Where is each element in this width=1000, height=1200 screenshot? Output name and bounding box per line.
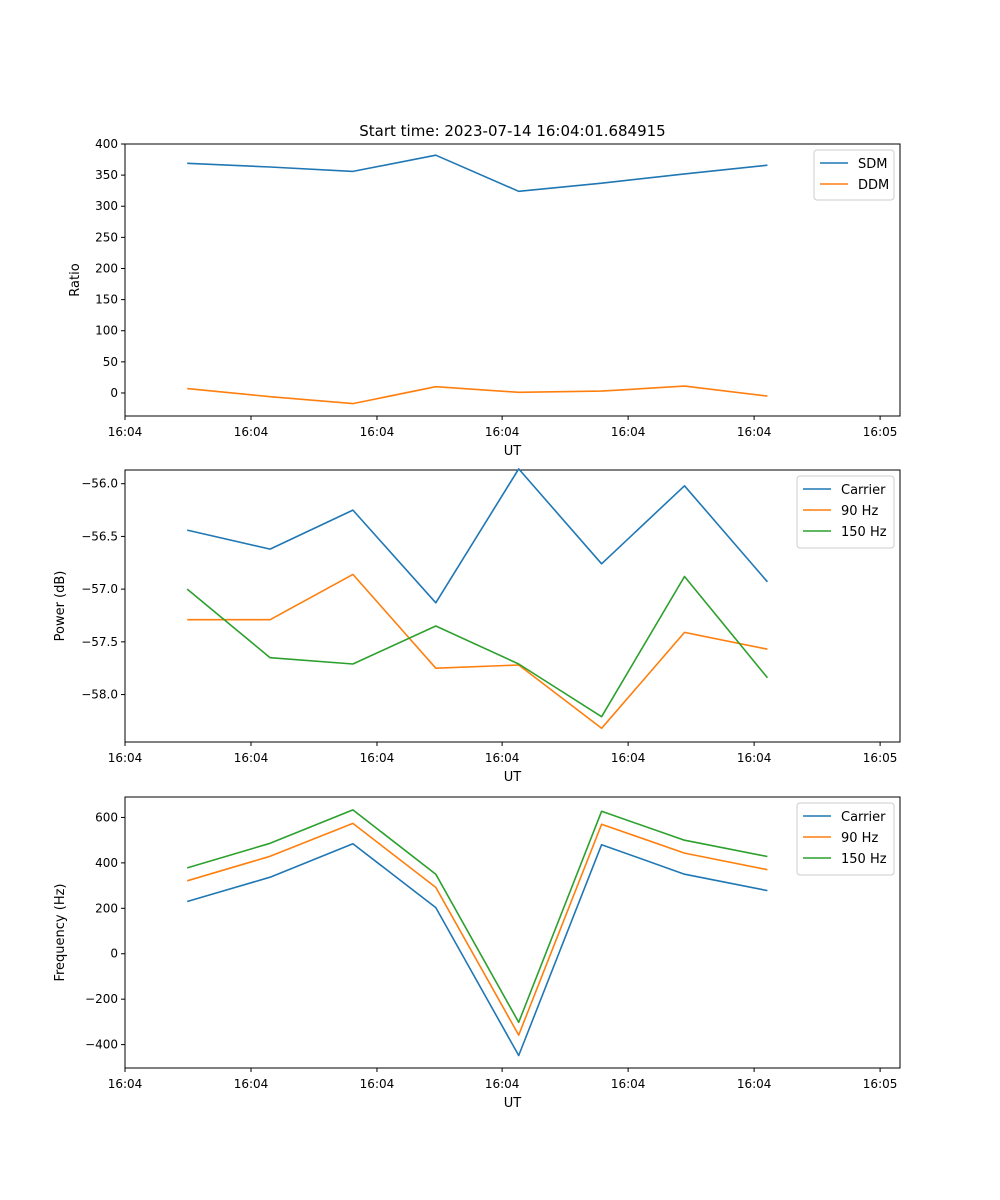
chart-panel-3: −400 −200 0 200 400 600 16:04 16:04 16:04 16:04 16… [53,796,901,1111]
legend-label: Carrier [841,483,886,498]
y-axis-label: Frequency (Hz) [53,883,68,981]
y-axis-label: Ratio [68,263,83,296]
series-line-90-hz [186,822,768,1036]
series-line-carrier [186,842,768,1057]
y-tick-label: 0 [110,386,118,400]
legend-label: 90 Hz [841,831,878,846]
x-tick-label: 16:04 [485,425,520,439]
series-line-90-hz [187,573,768,730]
series-line-sdm [187,154,768,193]
y-tick-label: −56.5 [81,529,118,543]
x-tick-label: 16:04 [737,751,772,765]
x-axis-label: UT [504,770,522,785]
axes-frame [124,469,901,743]
x-tick-label: 16:05 [863,425,898,439]
legend-box [796,802,895,876]
y-tick-label: 0 [110,947,118,961]
x-tick-label: 16:04 [108,751,143,765]
x-tick-label: 16:04 [611,425,646,439]
x-tick-label: 16:04 [360,1077,395,1091]
x-tick-label: 16:04 [737,425,772,439]
y-tick-label: −400 [85,1038,118,1052]
y-tick-label: 400 [95,137,118,151]
x-tick-label: 16:04 [108,425,143,439]
series-line-carrier [187,468,769,604]
legend-label: 150 Hz [841,525,887,540]
y-axis-label: Power (dB) [53,571,68,642]
y-tick-label: 400 [95,856,118,870]
x-tick-label: 16:04 [360,425,395,439]
axes-frame [124,796,901,1069]
legend-label: DDM [858,178,889,193]
x-tick-label: 16:04 [737,1077,772,1091]
y-tick-label: 300 [95,199,118,213]
chart-panel-1: 0 50 100 150 200 250 300 350 400 16:04 16:04 16:04 1… [68,137,901,459]
axes-frame [124,143,901,417]
y-tick-label: −200 [85,992,118,1006]
x-tick-label: 16:04 [234,751,269,765]
x-tick-label: 16:04 [485,1077,520,1091]
x-tick-label: 16:04 [611,751,646,765]
y-tick-label: −57.5 [81,635,118,649]
y-tick-label: 100 [95,324,118,338]
legend-box [796,475,895,549]
legend-label: SDM [858,157,887,172]
x-tick-label: 16:05 [863,1077,898,1091]
chart-panel-2: −58.0 −57.5 −57.0 −56.5 −56.0 16:04 16:04 16:04… [53,468,901,785]
legend-label: 150 Hz [841,852,887,867]
y-tick-label: −57.0 [81,582,118,596]
y-tick-label: −58.0 [81,688,118,702]
series-line-ddm [187,385,768,405]
x-axis-label: UT [504,1096,522,1111]
x-tick-label: 16:04 [234,1077,269,1091]
legend-label: Carrier [841,810,886,825]
y-tick-label: −56.0 [81,477,118,491]
x-tick-label: 16:04 [485,751,520,765]
legend-label: 90 Hz [841,504,878,519]
series-line-150-hz [186,575,769,718]
x-tick-label: 16:05 [863,751,898,765]
x-tick-label: 16:04 [234,425,269,439]
y-tick-label: 600 [95,810,118,824]
y-tick-label: 350 [95,168,118,182]
y-tick-label: 50 [103,355,118,369]
y-tick-label: 150 [95,293,118,307]
x-tick-label: 16:04 [611,1077,646,1091]
x-tick-label: 16:04 [360,751,395,765]
series-line-150-hz [186,809,768,1024]
x-axis-label: UT [504,444,522,459]
y-tick-label: 200 [95,261,118,275]
x-tick-label: 16:04 [108,1077,143,1091]
chart-title: Start time: 2023-07-14 16:04:01.684915 [359,122,665,140]
y-tick-label: 250 [95,230,118,244]
y-tick-label: 200 [95,901,118,915]
